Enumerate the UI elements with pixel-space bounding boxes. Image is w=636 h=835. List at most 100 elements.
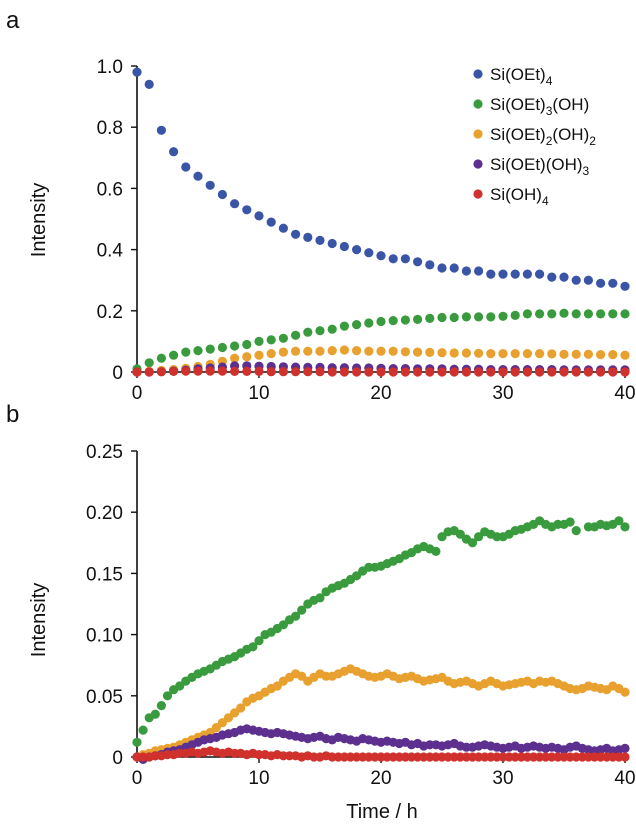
data-point-triethoxy bbox=[266, 335, 276, 345]
data-point-triethoxy bbox=[565, 517, 575, 527]
data-point-triethoxy bbox=[278, 620, 288, 630]
data-point-diethoxy bbox=[437, 348, 447, 358]
data-point-triethoxy bbox=[498, 311, 508, 321]
data-point-orthosilicic bbox=[498, 367, 508, 377]
data-point-diethoxy bbox=[315, 346, 325, 356]
data-point-triethoxy bbox=[437, 312, 447, 323]
data-point-orthosilicic bbox=[205, 366, 215, 376]
legend-label-diethoxy: Si(OEt)2(OH)2 bbox=[490, 125, 596, 148]
data-point-tetraethoxy bbox=[291, 229, 301, 239]
data-point-tetraethoxy bbox=[266, 217, 276, 227]
data-point-triethoxy bbox=[291, 330, 301, 340]
data-point-triethoxy bbox=[278, 333, 288, 343]
data-point-orthosilicic bbox=[510, 367, 520, 377]
data-point-tetraethoxy bbox=[217, 189, 227, 200]
data-point-tetraethoxy bbox=[461, 266, 471, 276]
data-point-triethoxy bbox=[315, 326, 325, 336]
data-point-diethoxy bbox=[571, 349, 581, 359]
data-point-orthosilicic bbox=[144, 367, 154, 377]
series-points-b bbox=[132, 516, 630, 765]
data-point-orthosilicic bbox=[559, 367, 569, 377]
data-point-tetraethoxy bbox=[181, 162, 191, 172]
data-point-triethoxy bbox=[449, 312, 459, 323]
data-point-triethoxy bbox=[175, 681, 185, 691]
data-point-triethoxy bbox=[413, 314, 423, 324]
x-tick-label-a: 40 bbox=[614, 383, 635, 404]
data-point-orthosilicic bbox=[486, 367, 496, 377]
panel-letter-a: a bbox=[6, 7, 20, 34]
x-tick-label-b: 0 bbox=[132, 768, 143, 789]
data-point-triethoxy bbox=[217, 342, 227, 353]
data-point-triethoxy bbox=[150, 709, 160, 719]
data-point-triethoxy bbox=[144, 358, 154, 368]
x-tick-label-b: 30 bbox=[492, 768, 513, 789]
data-point-tetraethoxy bbox=[437, 263, 447, 273]
data-point-orthosilicic bbox=[522, 367, 533, 377]
data-point-triethoxy bbox=[230, 341, 240, 351]
data-point-orthosilicic bbox=[193, 366, 203, 376]
y-tick-label-a: 0 bbox=[112, 363, 123, 384]
legend-marker-monoethoxy bbox=[473, 159, 483, 169]
data-point-orthosilicic bbox=[425, 367, 435, 377]
x-tick-label-a: 20 bbox=[370, 383, 391, 404]
data-point-diethoxy bbox=[291, 346, 301, 356]
data-point-orthosilicic bbox=[583, 367, 594, 377]
data-point-tetraethoxy bbox=[156, 125, 166, 135]
data-point-orthosilicic bbox=[376, 367, 386, 377]
data-point-diethoxy bbox=[223, 713, 234, 723]
data-point-triethoxy bbox=[614, 516, 624, 526]
y-tick-label-a: 0.8 bbox=[97, 118, 123, 139]
data-point-orthosilicic bbox=[400, 367, 410, 377]
data-point-orthosilicic bbox=[449, 367, 459, 377]
data-point-triethoxy bbox=[162, 691, 173, 701]
x-tick-label-a: 30 bbox=[492, 383, 513, 404]
x-tick-label-b: 40 bbox=[614, 768, 635, 789]
data-point-diethoxy bbox=[339, 345, 349, 355]
data-point-orthosilicic bbox=[339, 367, 349, 377]
axes-a: 0 10 20 30 40 0 0.2 0.4 0.6 0.8 1.0 bbox=[97, 57, 636, 404]
data-point-triethoxy bbox=[297, 605, 307, 615]
data-point-diethoxy bbox=[266, 349, 276, 359]
data-point-tetraethoxy bbox=[571, 275, 581, 285]
data-point-diethoxy bbox=[620, 350, 630, 360]
data-point-diethoxy bbox=[474, 348, 484, 358]
data-point-diethoxy bbox=[522, 349, 533, 359]
data-point-orthosilicic bbox=[413, 367, 423, 377]
data-point-diethoxy bbox=[547, 349, 557, 359]
data-point-tetraethoxy bbox=[559, 272, 569, 282]
data-point-triethoxy bbox=[608, 309, 618, 319]
data-point-triethoxy bbox=[474, 532, 484, 542]
data-point-orthosilicic bbox=[388, 367, 398, 377]
y-tick-label-a: 0.4 bbox=[97, 241, 124, 262]
data-point-orthosilicic bbox=[315, 367, 325, 377]
data-point-triethoxy bbox=[559, 308, 569, 318]
data-point-diethoxy bbox=[242, 352, 252, 362]
data-point-triethoxy bbox=[303, 327, 313, 337]
data-point-triethoxy bbox=[248, 642, 258, 652]
data-point-diethoxy bbox=[449, 348, 459, 358]
y-tick-label-a: 1.0 bbox=[97, 57, 123, 78]
data-point-tetraethoxy bbox=[400, 254, 410, 264]
data-point-tetraethoxy bbox=[535, 269, 545, 279]
data-point-tetraethoxy bbox=[596, 278, 606, 288]
data-point-tetraethoxy bbox=[327, 238, 337, 249]
data-point-orthosilicic bbox=[571, 367, 581, 377]
data-point-triethoxy bbox=[254, 336, 264, 346]
legend-label-tetraethoxy: Si(OEt)4 bbox=[490, 65, 553, 88]
data-point-triethoxy bbox=[425, 313, 435, 323]
data-point-triethoxy bbox=[254, 636, 264, 646]
data-point-diethoxy bbox=[376, 346, 386, 356]
data-point-orthosilicic bbox=[437, 367, 447, 377]
data-point-diethoxy bbox=[352, 346, 362, 356]
x-tick-label-a: 10 bbox=[248, 383, 269, 404]
data-point-triethoxy bbox=[138, 725, 148, 735]
data-point-orthosilicic bbox=[327, 367, 337, 377]
axes-b: 0 10 20 30 40 0 0.05 0.10 0.15 0.20 0.25 bbox=[86, 442, 636, 789]
y-axis-label-b: Intensity bbox=[28, 583, 50, 657]
series-points-a bbox=[132, 67, 630, 377]
legend-marker-diethoxy bbox=[473, 129, 483, 139]
data-point-diethoxy bbox=[400, 347, 410, 357]
data-point-orthosilicic bbox=[169, 366, 179, 376]
data-point-diethoxy bbox=[388, 346, 398, 356]
data-point-tetraethoxy bbox=[230, 199, 240, 209]
